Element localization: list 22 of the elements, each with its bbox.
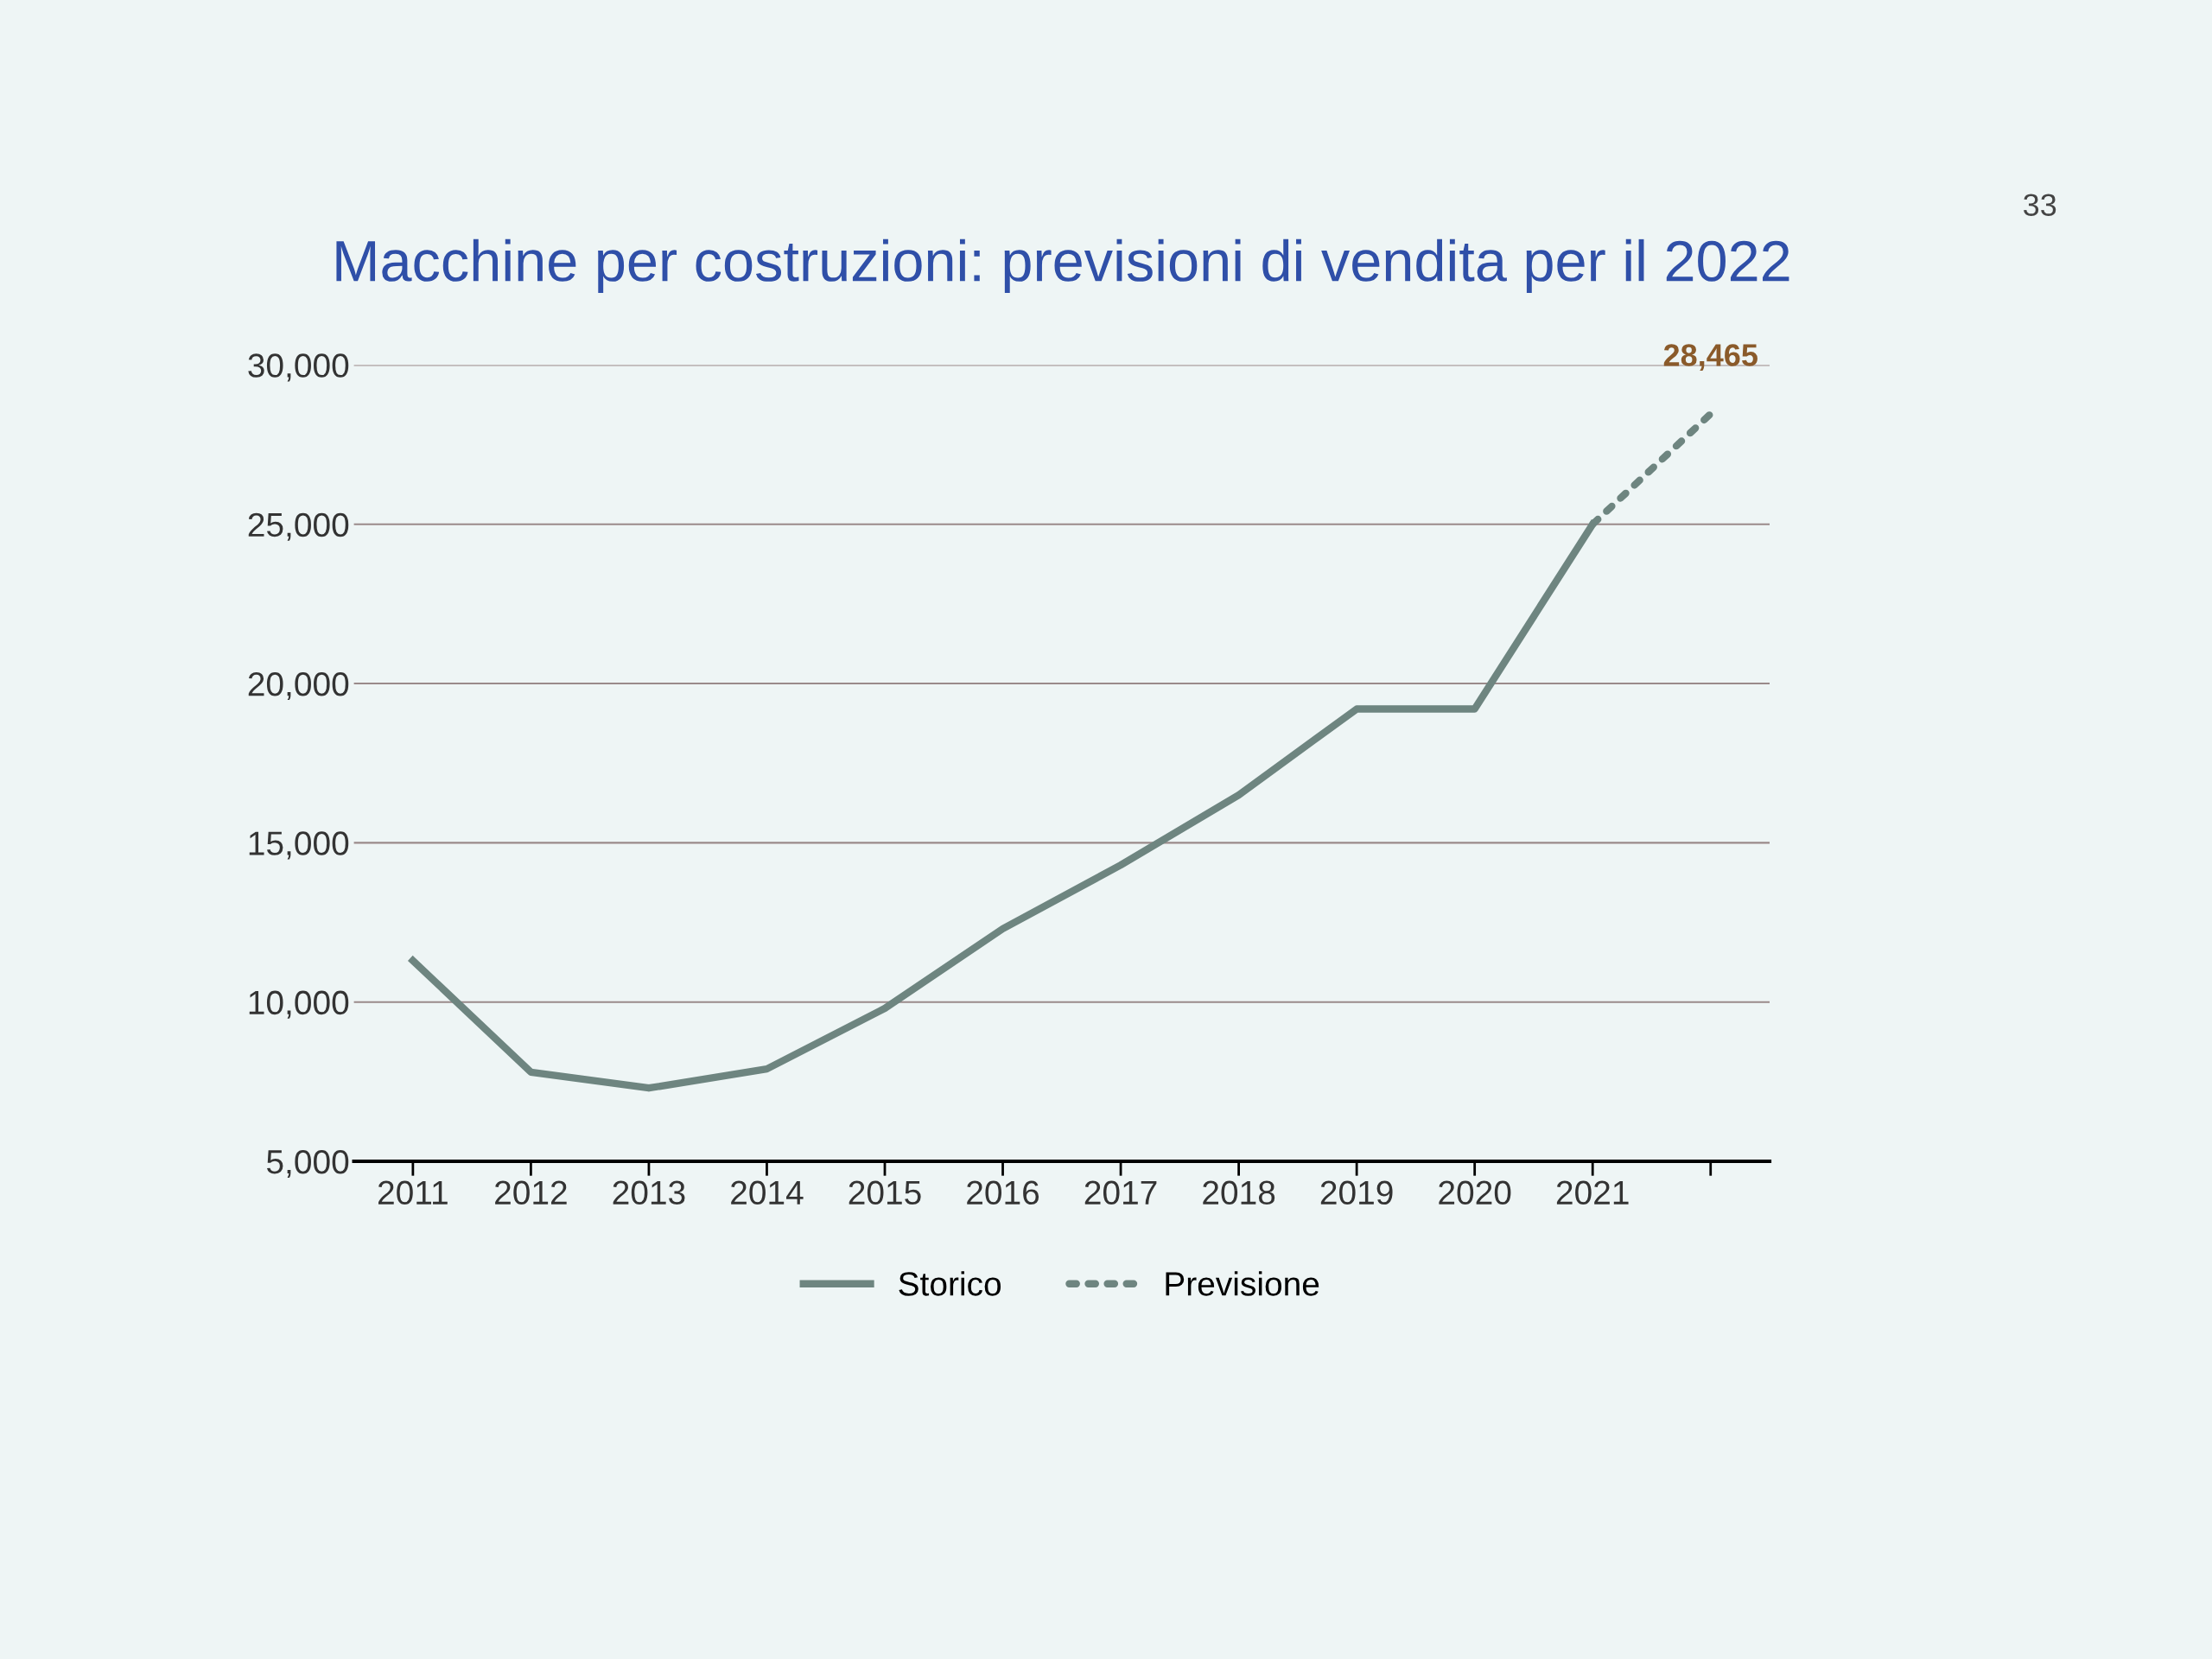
text: 33	[2024, 194, 2056, 216]
y-tick-label: 5,000	[266, 1149, 349, 1179]
x-tick-label: 2019	[1320, 1180, 1393, 1205]
y-tick-label: 20,000	[248, 671, 349, 701]
x-tick-label: 2021	[1556, 1180, 1629, 1205]
legend-label: Storico	[899, 1271, 1001, 1296]
x-tick-label: 2020	[1439, 1180, 1511, 1205]
y-tick-label: 25,000	[248, 512, 349, 541]
x-tick-label: 2016	[967, 1180, 1039, 1205]
x-tick-label: 2018	[1203, 1180, 1275, 1205]
x-tick-label: 2013	[613, 1180, 685, 1205]
legend-label: Previsione	[1166, 1271, 1319, 1296]
data-label: 28,465	[1663, 344, 1758, 372]
chart-title: Macchine per costruzioni: previsioni di vendita per il 2022	[336, 238, 1789, 294]
x-tick-label: 2012	[495, 1180, 567, 1205]
y-tick-label: 30,000	[248, 353, 349, 382]
y-tick-label: 10,000	[249, 990, 349, 1019]
x-tick-label: 2014	[731, 1180, 804, 1205]
x-tick-label: 2015	[849, 1180, 921, 1205]
y-tick-label: 15,000	[249, 831, 349, 860]
x-tick-label: 2017	[1084, 1180, 1157, 1205]
x-tick-label: 2011	[378, 1180, 448, 1205]
